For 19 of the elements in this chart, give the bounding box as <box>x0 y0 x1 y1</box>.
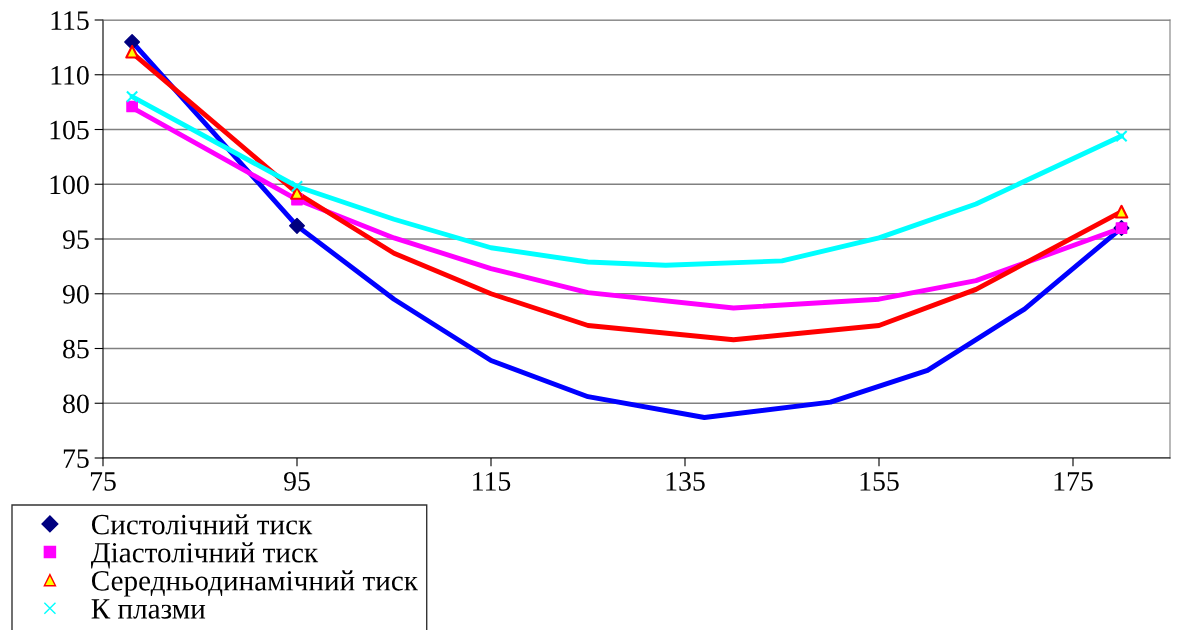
x-tick-label: 115 <box>473 472 511 491</box>
x-tick-label: 175 <box>1054 472 1093 491</box>
y-tick-label: 105 <box>50 120 89 140</box>
x-tick-label: 155 <box>860 472 899 491</box>
y-tick-label: 90 <box>62 284 89 304</box>
x-tick-label: 75 <box>90 472 116 491</box>
y-tick-label: 85 <box>63 339 89 359</box>
legend-label: К плазми <box>91 599 206 619</box>
legend-label: Середньодинамічний тиск <box>91 570 418 597</box>
x-tick-label: 135 <box>666 472 705 491</box>
y-tick-label: 100 <box>50 175 89 195</box>
x-tick-label: 95 <box>284 472 310 491</box>
y-tick-label: 95 <box>62 230 89 249</box>
y-tick-label: 115 <box>51 11 89 30</box>
y-tick-label: 110 <box>51 65 89 85</box>
y-tick-label: 80 <box>63 394 89 414</box>
y-tick-label: 75 <box>63 449 89 468</box>
legend-label: Діастолічний тиск <box>90 542 319 569</box>
legend-label: Систолічний тиск <box>91 514 313 535</box>
